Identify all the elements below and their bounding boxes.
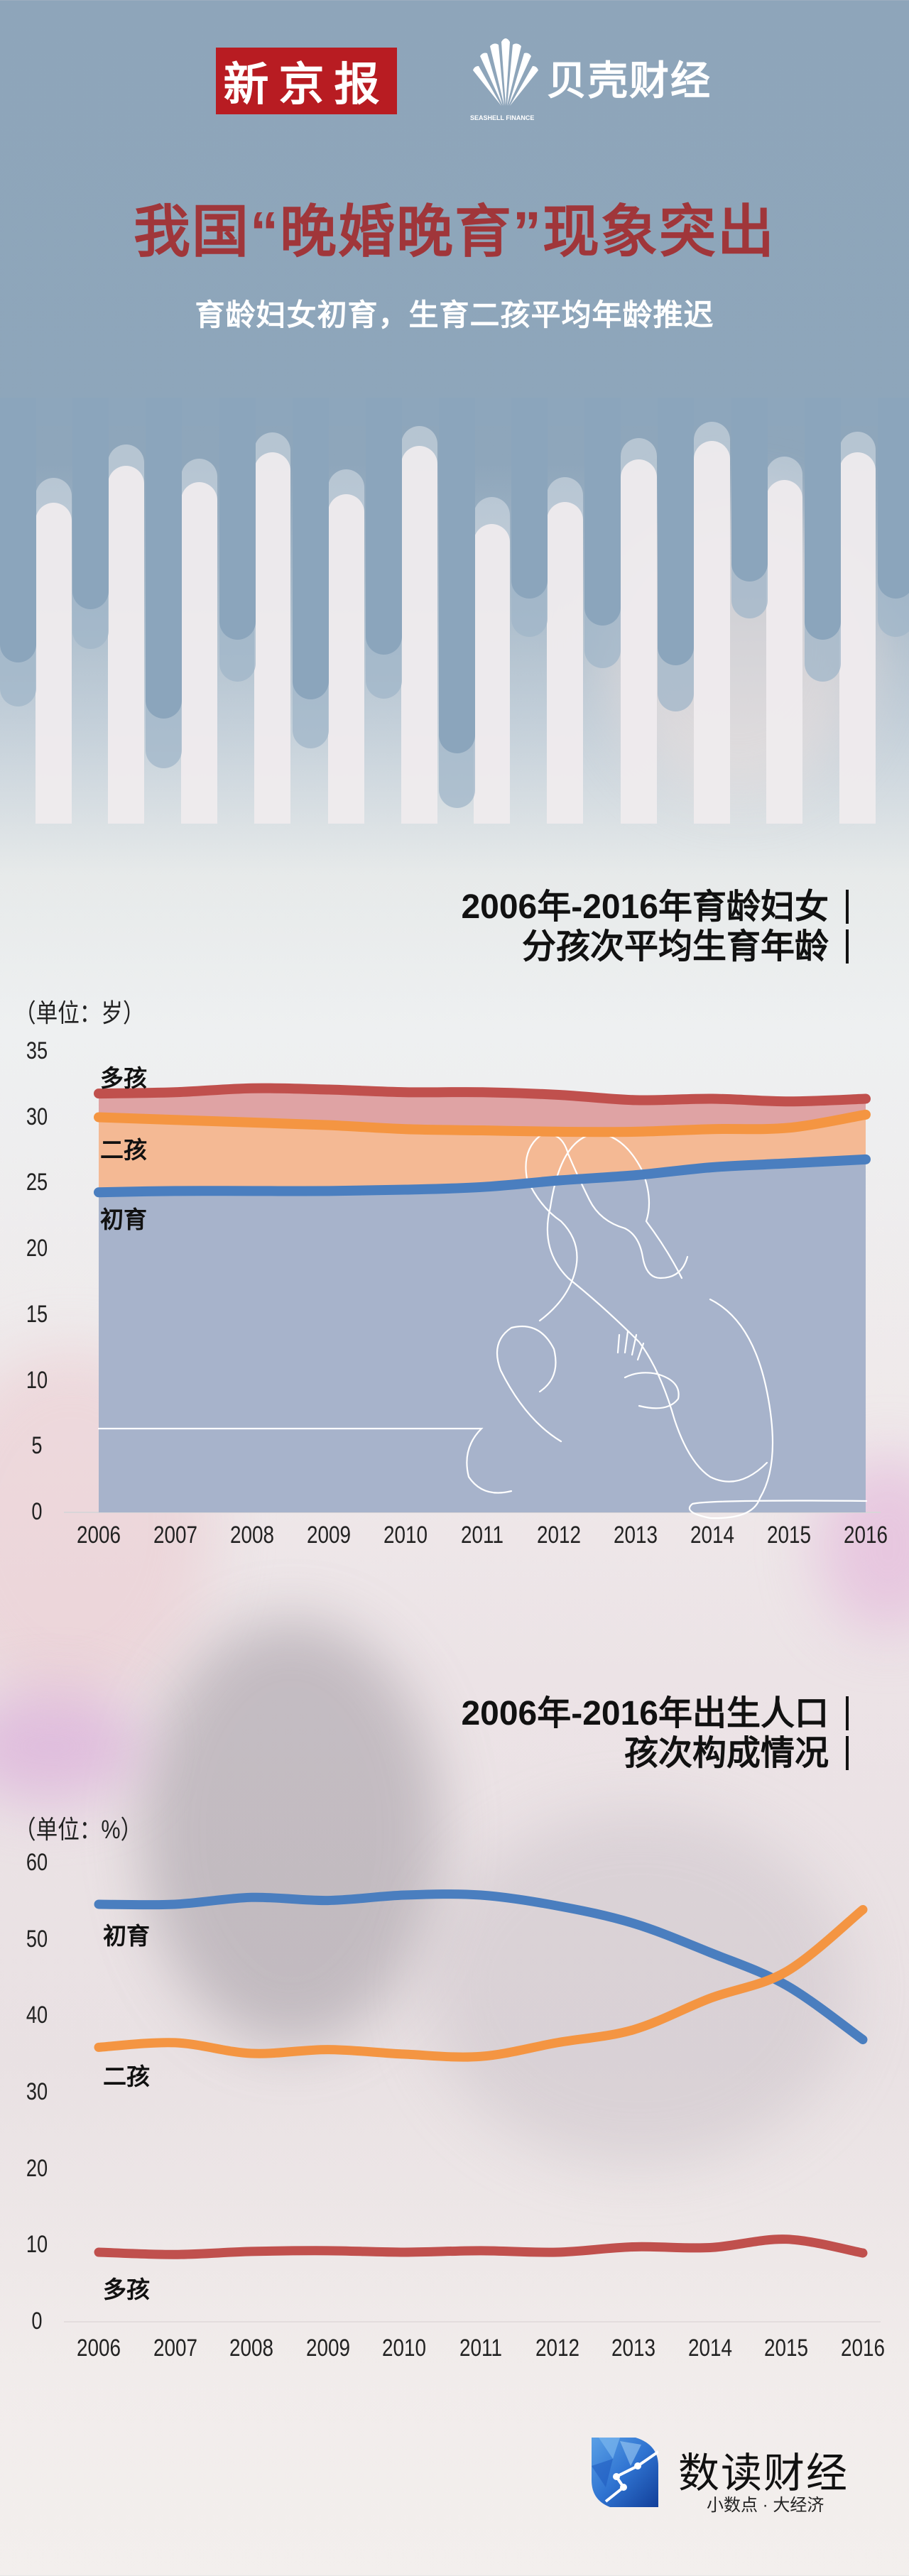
chart2-unit-label: （单位：%） — [14, 1815, 143, 1844]
chart1-label-second: 二孩 — [100, 1137, 147, 1163]
mother-child-illustration — [97, 1132, 868, 1519]
shudu-caijing-logo-icon — [592, 2438, 658, 2507]
decorative-wave-pattern — [0, 398, 909, 824]
line-多孩 — [94, 2234, 868, 2259]
y-tick-label: 5 — [31, 1432, 43, 1460]
line-初育 — [94, 1154, 871, 1198]
y-tick-label: 25 — [26, 1169, 48, 1196]
line-多孩 — [94, 1083, 871, 1107]
x-tick-label: 2007 — [153, 1522, 198, 1549]
x-tick-label: 2016 — [840, 2335, 886, 2362]
x-tick-label: 2012 — [536, 1522, 582, 1549]
seashell-icon — [473, 38, 538, 106]
y-tick-label: 60 — [26, 1848, 48, 1876]
x-tick-label: 2006 — [76, 2335, 121, 2362]
page-title: 我国“晚婚晚育”现象突出 — [134, 200, 775, 263]
y-tick-label: 0 — [31, 2308, 43, 2335]
background-blur — [426, 1811, 852, 2166]
chart2-plot — [64, 1889, 881, 2323]
x-tick-label: 2010 — [383, 1522, 428, 1549]
y-tick-label: 30 — [26, 1103, 48, 1130]
y-tick-label: 20 — [26, 2154, 48, 2182]
footer-brand: 数读财经 — [678, 2450, 849, 2496]
x-tick-label: 2015 — [764, 2335, 809, 2362]
y-tick-label: 10 — [26, 2231, 48, 2259]
x-tick-label: 2006 — [76, 1522, 121, 1549]
chart2-title-line1: 2006年-2016年出生人口 — [461, 1695, 829, 1732]
line-二孩 — [94, 1905, 868, 2062]
chart1-label-multi: 多孩 — [100, 1065, 147, 1091]
line-初育 — [94, 1889, 868, 2045]
page-subtitle: 育龄妇女初育，生育二孩平均年龄推迟 — [195, 298, 714, 332]
y-tick-label: 35 — [26, 1037, 48, 1064]
x-tick-label: 2009 — [306, 1522, 352, 1549]
chart1-plot — [64, 1083, 881, 1519]
y-tick-label: 50 — [26, 1925, 48, 1953]
chart2-label-first: 初育 — [103, 1923, 150, 1949]
area-初育 — [99, 1159, 866, 1512]
x-tick-label: 2011 — [459, 2335, 502, 2362]
title-bar-decoration — [846, 1736, 849, 1770]
y-tick-label: 10 — [26, 1366, 48, 1394]
y-tick-label: 30 — [26, 2078, 48, 2105]
x-tick-label: 2007 — [153, 2335, 197, 2362]
chart2-title: 2006年-2016年出生人口 孩次构成情况 — [461, 1694, 849, 1774]
x-tick-label: 2014 — [690, 1522, 735, 1549]
y-tick-label: 0 — [31, 1498, 43, 1525]
x-tick-label: 2014 — [687, 2335, 732, 2362]
x-tick-label: 2016 — [843, 1522, 888, 1549]
seashell-logo-subtext: SEASHELL FINANCE — [470, 114, 535, 121]
chart1-label-first: 初育 — [100, 1206, 147, 1233]
y-tick-label: 15 — [26, 1300, 48, 1328]
x-tick-label: 2008 — [229, 1522, 275, 1549]
title-bar-decoration — [846, 890, 849, 924]
chart2-label-multi: 多孩 — [103, 2276, 150, 2303]
y-tick-label: 20 — [26, 1235, 48, 1262]
x-tick-label: 2009 — [305, 2335, 350, 2362]
x-tick-label: 2013 — [611, 2335, 656, 2362]
line-二孩 — [94, 1109, 871, 1137]
title-bar-decoration — [846, 929, 849, 964]
x-tick-label: 2013 — [613, 1522, 658, 1549]
x-tick-label: 2012 — [535, 2335, 579, 2362]
chart1-unit-label: （单位：岁） — [14, 998, 145, 1027]
background-blur — [142, 1619, 440, 2045]
xinjingbao-logo: 新京报 — [216, 48, 397, 114]
x-tick-label: 2015 — [766, 1522, 812, 1549]
y-tick-label: 40 — [26, 2002, 48, 2029]
chart2-title-line2: 孩次构成情况 — [624, 1735, 829, 1772]
chart1-title: 2006年-2016年育龄妇女 分孩次平均生育年龄 — [461, 888, 849, 967]
xinjingbao-logo-text: 新京报 — [223, 58, 390, 111]
chart1-title-line1: 2006年-2016年育龄妇女 — [461, 888, 829, 926]
x-tick-label: 2010 — [382, 2335, 427, 2362]
background-blur — [0, 1690, 142, 1803]
seashell-finance-logo: 贝壳财经 SEASHELL FINANCE — [470, 35, 710, 123]
x-tick-label: 2008 — [229, 2335, 274, 2362]
x-tick-label: 2011 — [461, 1522, 504, 1549]
title-bar-decoration — [846, 1696, 849, 1730]
chart1-title-line2: 分孩次平均生育年龄 — [521, 928, 829, 966]
chart2-label-second: 二孩 — [103, 2063, 150, 2090]
footer-slogan: 小数点 · 大经济 — [707, 2496, 824, 2515]
seashell-logo-text: 贝壳财经 — [547, 58, 712, 103]
